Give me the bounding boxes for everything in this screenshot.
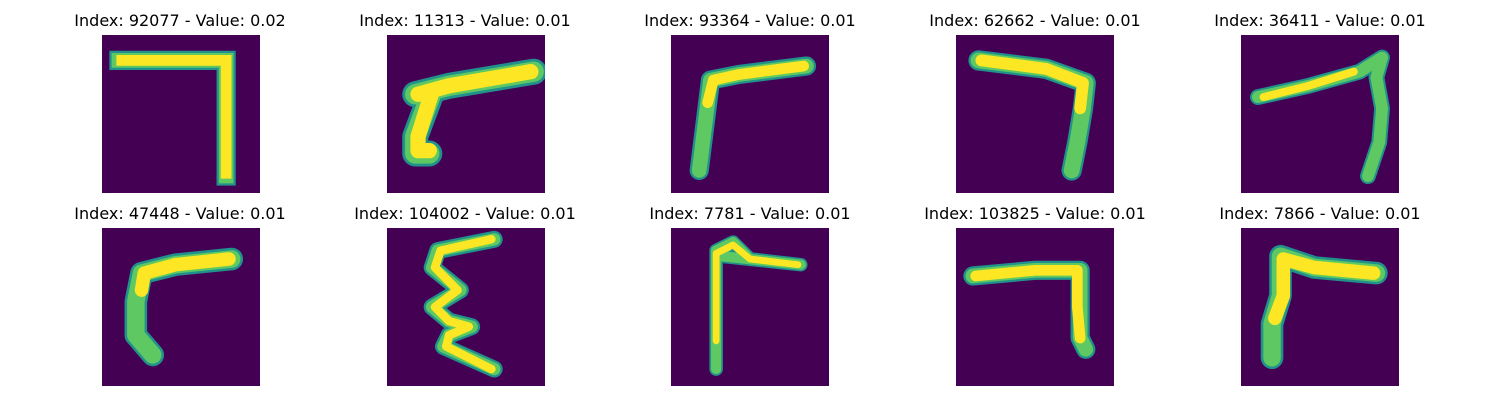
panel-title: Index: 36411 - Value: 0.01 [1214, 11, 1426, 30]
panel-title: Index: 11313 - Value: 0.01 [359, 11, 571, 30]
panel-image [671, 228, 829, 386]
panel-image [956, 35, 1114, 193]
panel-image [102, 228, 260, 386]
panel-title: Index: 93364 - Value: 0.01 [644, 11, 856, 30]
panel-title: Index: 7781 - Value: 0.01 [649, 204, 851, 223]
panel-title: Index: 104002 - Value: 0.01 [354, 204, 576, 223]
panel-image [1241, 228, 1399, 386]
panel-background [956, 228, 1114, 386]
panel-title: Index: 47448 - Value: 0.01 [74, 204, 286, 223]
panel-image [1241, 35, 1399, 193]
panel-title: Index: 103825 - Value: 0.01 [924, 204, 1146, 223]
panel-title: Index: 7866 - Value: 0.01 [1219, 204, 1421, 223]
panel-image [956, 228, 1114, 386]
panel-image [387, 228, 545, 386]
panel-image [671, 35, 829, 193]
panel-image [102, 35, 260, 193]
panel-title: Index: 62662 - Value: 0.01 [929, 11, 1141, 30]
panel-title: Index: 92077 - Value: 0.02 [74, 11, 286, 30]
panel-image [387, 35, 545, 193]
